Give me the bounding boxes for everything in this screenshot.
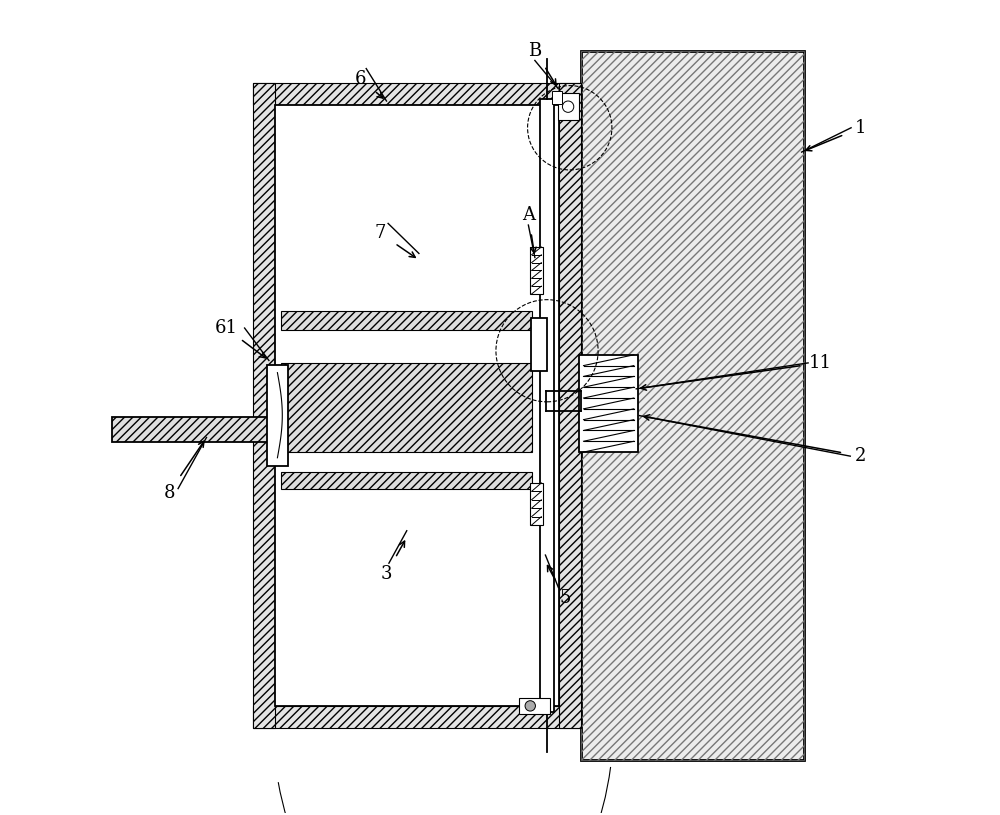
- Text: 5: 5: [559, 589, 571, 607]
- Text: 11: 11: [809, 354, 832, 372]
- Bar: [281, 363, 532, 452]
- Bar: [581, 51, 804, 760]
- Bar: [552, 91, 562, 104]
- Circle shape: [525, 701, 535, 711]
- Bar: [558, 93, 579, 121]
- Text: A: A: [522, 205, 535, 223]
- Bar: [281, 311, 532, 330]
- Bar: [275, 105, 559, 706]
- Text: 6: 6: [355, 70, 366, 88]
- Bar: [112, 417, 271, 442]
- Bar: [531, 319, 547, 371]
- Text: 3: 3: [381, 565, 392, 583]
- Text: 61: 61: [214, 319, 237, 337]
- Bar: [530, 483, 543, 525]
- Text: 2: 2: [855, 447, 867, 465]
- Bar: [519, 698, 550, 714]
- Bar: [253, 83, 581, 105]
- Bar: [253, 706, 581, 728]
- Bar: [540, 99, 554, 711]
- Text: 8: 8: [163, 483, 175, 502]
- Text: 7: 7: [374, 224, 386, 242]
- Bar: [281, 473, 532, 488]
- Text: B: B: [528, 42, 541, 59]
- Bar: [581, 51, 804, 760]
- Bar: [579, 355, 638, 452]
- Bar: [559, 83, 581, 728]
- Bar: [253, 83, 275, 728]
- Bar: [267, 364, 288, 466]
- Text: 1: 1: [855, 119, 867, 137]
- Bar: [530, 247, 543, 294]
